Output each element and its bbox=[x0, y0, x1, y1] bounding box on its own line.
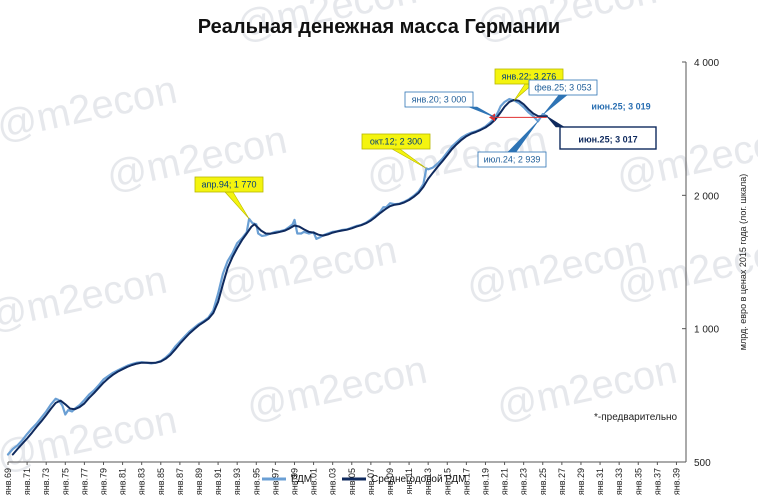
x-tick-label-25: янв.19 bbox=[480, 468, 490, 495]
x-tick-label-32: янв.33 bbox=[614, 468, 624, 495]
annotations: апр.94; 1 770 окт.12; 2 300 янв.22; 3 276 я… bbox=[194, 68, 657, 220]
x-tick-label-33: янв.35 bbox=[633, 468, 643, 495]
x-tick-label-11: янв.91 bbox=[213, 468, 223, 495]
callout-7: июн.25; 3 017 bbox=[546, 116, 657, 150]
series-layer bbox=[6, 97, 548, 456]
x-tick-label-8: янв.85 bbox=[156, 468, 166, 495]
callout-box-1 bbox=[361, 133, 431, 150]
reference-arrow-jan20 bbox=[489, 113, 496, 122]
callout-box-3 bbox=[404, 91, 474, 108]
callout-box-7 bbox=[559, 126, 657, 150]
x-tick-label-34: янв.37 bbox=[652, 468, 662, 495]
callout-label-7: июн.25; 3 017 bbox=[578, 135, 637, 145]
x-tick-label-15: янв.99 bbox=[289, 468, 299, 495]
x-tick-label-31: янв.31 bbox=[595, 468, 605, 495]
x-tick-label-30: янв.29 bbox=[576, 468, 586, 495]
x-tick-label-13: янв.95 bbox=[251, 468, 261, 495]
x-tick-label-4: янв.77 bbox=[79, 468, 89, 495]
x-tick-label-18: янв.05 bbox=[347, 468, 357, 495]
x-tick-label-20: янв.09 bbox=[385, 468, 395, 495]
legend-item-0: РДМ bbox=[262, 474, 312, 485]
callout-label-5: июл.24; 2 939 bbox=[484, 155, 541, 165]
x-tick-label-35: янв.39 bbox=[671, 468, 681, 495]
x-tick-label-0: янв.69 bbox=[3, 468, 13, 495]
x-tick-label-19: янв.07 bbox=[366, 468, 376, 495]
callout-box-6 bbox=[585, 95, 657, 115]
x-tick-label-1: янв.71 bbox=[22, 468, 32, 495]
x-tick-label-6: янв.81 bbox=[118, 468, 128, 495]
x-tick-label-22: янв.13 bbox=[423, 468, 433, 495]
y-axis-label: млрд. евро в ценах 2015 года (лог. шкала… bbox=[738, 174, 748, 350]
x-tick-label-9: янв.87 bbox=[175, 468, 185, 495]
y-tick-label-2: 2 000 bbox=[694, 191, 719, 202]
x-tick-label-10: янв.89 bbox=[194, 468, 204, 495]
x-tick-label-3: янв.75 bbox=[60, 468, 70, 495]
callout-label-2: янв.22; 3 276 bbox=[502, 72, 557, 82]
legend-label-0: РДМ bbox=[291, 474, 312, 485]
y-tick-label-1: 1 000 bbox=[694, 325, 719, 336]
x-tick-label-28: янв.25 bbox=[538, 468, 548, 495]
y-tick-label-3: 4 000 bbox=[694, 58, 719, 69]
x-tick-label-5: янв.79 bbox=[98, 468, 108, 495]
x-tick-label-12: янв.93 bbox=[232, 468, 242, 495]
x-tick-label-26: янв.21 bbox=[500, 468, 510, 495]
callout-label-6: июн.25; 3 019 bbox=[591, 102, 650, 112]
callout-label-1: окт.12; 2 300 bbox=[370, 137, 422, 147]
x-tick-label-16: янв.01 bbox=[309, 468, 319, 495]
legend: РДМ Среднегодовой РДМ bbox=[262, 474, 466, 485]
y-tick-label-0: 500 bbox=[694, 458, 711, 469]
x-tick-label-29: янв.27 bbox=[557, 468, 567, 495]
x-tick-label-21: янв.11 bbox=[404, 468, 414, 494]
x-tick-label-23: янв.15 bbox=[442, 468, 452, 495]
callout-0: апр.94; 1 770 bbox=[194, 176, 264, 220]
legend-label-1: Среднегодовой РДМ bbox=[371, 474, 466, 485]
x-tick-label-17: янв.03 bbox=[328, 468, 338, 495]
legend-item-1: Среднегодовой РДМ bbox=[342, 474, 466, 485]
x-tick-label-14: янв.97 bbox=[270, 468, 280, 495]
callout-label-3: янв.20; 3 000 bbox=[412, 95, 467, 105]
callout-box-5 bbox=[477, 151, 547, 168]
callout-box-4 bbox=[528, 79, 598, 96]
callout-label-0: апр.94; 1 770 bbox=[202, 180, 257, 190]
callout-3: янв.20; 3 000 bbox=[404, 91, 496, 118]
series-line-1 bbox=[11, 98, 548, 456]
callout-5: июл.24; 2 939 bbox=[477, 121, 547, 168]
axes: 500 1 000 2 000 4 000 янв.69 янв.71 янв.73 янв.… bbox=[3, 58, 748, 495]
note-preliminary: *-предварительно bbox=[594, 412, 678, 423]
callout-6: июн.25; 3 019 bbox=[585, 95, 657, 115]
x-tick-label-24: янв.17 bbox=[461, 468, 471, 495]
x-tick-label-2: янв.73 bbox=[41, 468, 51, 495]
callout-4: фев.25; 3 053 bbox=[528, 79, 598, 115]
callout-1: окт.12; 2 300 bbox=[361, 133, 431, 169]
x-tick-label-27: янв.23 bbox=[519, 468, 529, 495]
callout-box-0 bbox=[194, 176, 264, 193]
callout-label-4: фев.25; 3 053 bbox=[534, 83, 591, 93]
x-tick-label-7: янв.83 bbox=[137, 468, 147, 495]
chart-title: Реальная денежная масса Германии bbox=[198, 16, 560, 38]
